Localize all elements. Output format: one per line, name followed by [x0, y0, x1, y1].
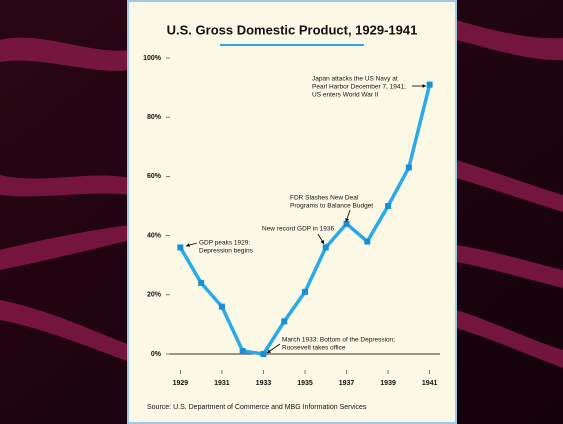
- point-marker: [260, 351, 266, 357]
- annotation: Pearl Harbor December 7, 1941;: [312, 84, 406, 91]
- point-marker: [240, 348, 246, 354]
- x-tick-label: 1933: [256, 380, 272, 387]
- y-tick-label: 80%: [147, 114, 162, 121]
- annotation: GDP peaks 1929:: [199, 240, 250, 247]
- y-tick-label: 60%: [147, 173, 162, 180]
- annotation: March 1933: Bottom of the Depression;: [282, 337, 395, 344]
- point-marker: [427, 82, 433, 88]
- source: Source: U.S. Department of Commerce and …: [147, 404, 367, 411]
- x-tick-label: 1929: [173, 380, 189, 387]
- point-marker: [198, 280, 204, 286]
- point-marker: [344, 221, 350, 227]
- chart-panel: [128, 1, 456, 423]
- annotation: FDR Slashes New Deal: [290, 195, 359, 202]
- point-marker: [385, 203, 391, 209]
- point-marker: [281, 318, 287, 324]
- annotation: Japan attacks the US Navy at: [312, 76, 398, 83]
- point-marker: [364, 239, 370, 245]
- x-tick-label: 1937: [339, 380, 355, 387]
- point-marker: [177, 244, 183, 250]
- annotation: US enters World War II: [312, 92, 379, 99]
- x-tick-label: 1939: [380, 380, 396, 387]
- point-marker: [219, 304, 225, 310]
- y-tick-label: 100%: [143, 55, 162, 62]
- annotation: Programs to Balance Budget: [290, 203, 373, 210]
- x-tick-label: 1935: [297, 380, 313, 387]
- x-tick-label: 1941: [422, 380, 438, 387]
- annotation: Roosevelt takes office: [282, 345, 346, 352]
- x-tick-label: 1931: [214, 380, 230, 387]
- point-marker: [323, 244, 329, 250]
- chart-title: U.S. Gross Domestic Product, 1929-1941: [167, 22, 418, 37]
- y-tick-label: 40%: [147, 232, 162, 239]
- slide: U.S. Gross Domestic Product, 1929-1941 S…: [0, 0, 563, 424]
- annotation: New record GDP in 1936: [262, 226, 335, 233]
- y-tick-label: 0%: [151, 351, 162, 358]
- y-tick-label: 20%: [147, 292, 162, 299]
- point-marker: [302, 289, 308, 295]
- annotation: Depression begins: [199, 248, 254, 255]
- point-marker: [406, 165, 412, 171]
